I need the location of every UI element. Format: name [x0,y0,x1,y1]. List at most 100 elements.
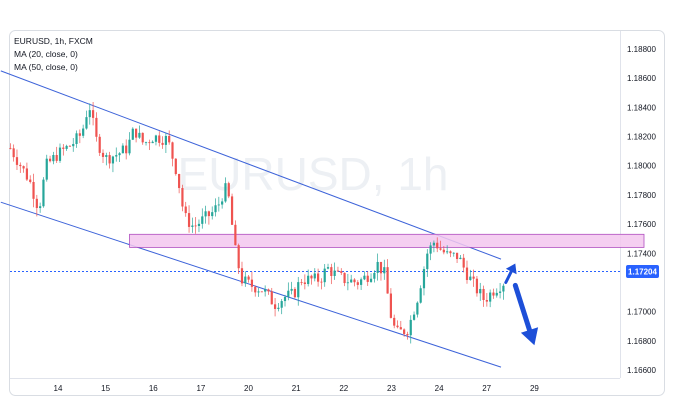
candle-body [174,158,177,174]
candle-body [376,261,379,273]
candle-body [479,288,482,294]
candle-body [237,245,240,269]
x-tick-label: 29 [530,384,539,393]
candle-body [62,147,65,149]
candle-body [482,288,485,300]
candle-body [115,155,118,157]
candle-body [280,301,283,308]
candle-body [429,245,432,254]
channel-line-upper [0,70,502,260]
candle-body [290,288,293,291]
candle-body [462,257,465,268]
candle-body [221,201,224,205]
legend-ma50: MA (50, close, 0) [14,62,78,72]
y-tick-label: 1.16600 [627,366,656,375]
current-price-tag-text: 1.17204 [628,268,657,277]
y-tick-label: 1.16800 [627,337,656,346]
candle-body [138,132,141,138]
candle-body [65,145,68,149]
candle-body [101,152,105,157]
resistance-zone-layer [129,233,645,248]
candle-body [333,270,336,276]
candle-body [489,292,492,302]
arrow-up-head [505,263,517,275]
candle-body [207,211,210,217]
candle-body [151,141,154,144]
candle-body [42,179,45,207]
chart-border [9,30,665,396]
candle-body [320,281,323,283]
candle-body [9,148,12,150]
candle-body [277,307,280,309]
candle-body [125,145,128,154]
legend-symbol: EURUSD, 1h, FXCM [14,36,93,46]
candle-body [502,285,505,292]
candle-body [426,253,429,270]
x-tick-label: 15 [101,384,110,393]
candle-body [498,291,502,293]
candle-body [144,142,148,144]
candle-body [230,196,234,225]
candle-body [164,135,167,145]
candle-body [393,317,396,326]
candle-body [452,252,455,254]
candle-body [55,155,58,161]
candle-body [108,155,111,164]
candle-body [459,257,462,260]
arrow-down-head [520,327,539,346]
candle-body [409,319,412,336]
watermark: EURUSD, 1h [178,148,449,200]
candle-body [439,248,442,250]
candle-body [75,133,78,144]
candle-body [15,157,19,165]
x-tick-label: 23 [387,384,396,393]
candle-body [121,145,124,154]
candle-body [300,282,303,283]
candle-body [187,213,191,227]
current-price-tag: 1.17204 [626,265,659,278]
candle-body [303,282,306,285]
candle-body [148,142,151,144]
y-tick-label: 1.18200 [627,133,656,142]
candle-body [29,179,32,182]
candle-body [389,293,392,318]
candle-body [416,302,419,315]
candles-layer [9,102,505,344]
y-tick-label: 1.17800 [627,191,656,200]
candle-body [244,276,247,284]
candle-body [260,291,263,293]
candle-body [128,139,131,154]
candle-body [350,279,353,283]
chart-legend: EURUSD, 1h, FXCM MA (20, close, 0) MA (5… [14,35,93,74]
candle-body [313,273,316,279]
candle-body [191,225,194,227]
x-tick-label: 21 [292,384,301,393]
candle-body [363,275,366,280]
candle-body [88,110,91,118]
candle-body [293,288,297,298]
candle-body [227,183,230,197]
x-tick-label: 24 [435,384,444,393]
candle-body [39,206,42,209]
candle-body [217,204,220,206]
y-tick-label: 1.17600 [627,220,656,229]
candle-body [48,158,52,162]
candle-body [273,304,277,309]
candle-body [19,164,22,167]
candle-body [45,158,48,180]
candle-body [485,299,488,302]
candle-body [118,153,121,156]
candle-body [366,275,369,282]
candle-body [197,223,201,226]
candle-body [22,166,25,169]
candle-body [465,267,469,281]
candle-body [406,333,409,336]
candle-body [161,142,164,145]
candle-body [58,147,62,161]
candle-body [158,135,161,143]
candle-body [442,249,445,253]
candle-body [135,128,138,138]
current-price-tag-bg [626,265,659,278]
candle-body [35,198,38,209]
candle-body [403,329,406,334]
